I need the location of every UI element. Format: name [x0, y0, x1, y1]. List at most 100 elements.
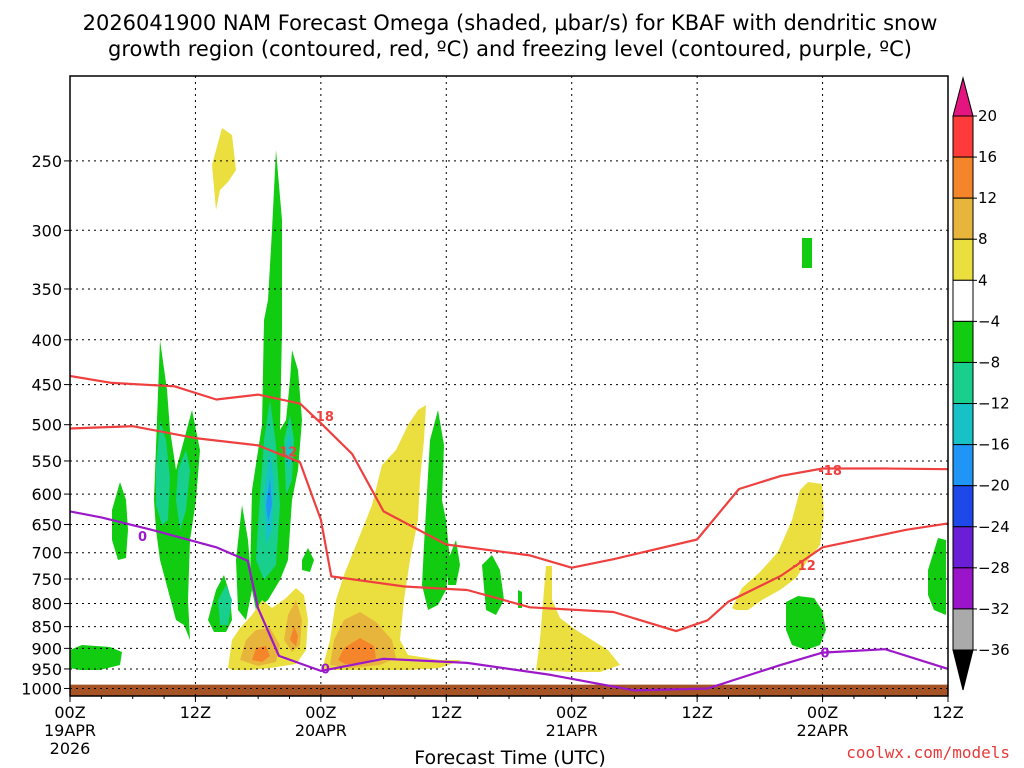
omega-region-deep-orange — [290, 626, 298, 646]
colorbar-swatch — [952, 279, 974, 322]
chart-title-line-2: growth region (contoured, red, ºC) and f… — [108, 37, 912, 61]
colorbar-swatch — [952, 320, 974, 363]
colorbar-swatch — [952, 156, 974, 199]
x-tick-label: 22APR — [797, 721, 849, 740]
y-tick-label: 600 — [31, 485, 62, 504]
y-tick-label: 300 — [31, 221, 62, 240]
omega-colorbar: 20 16 12 8 4 −4 −8 −12 −16 −20 −24 −28 −32 −36 — [952, 76, 1010, 691]
colorbar-swatch — [952, 444, 974, 487]
omega-region-green — [928, 538, 946, 615]
omega-region-green — [802, 238, 812, 268]
omega-region-green — [236, 505, 252, 620]
contour-line — [70, 510, 948, 692]
y-tick-label: 650 — [31, 516, 62, 535]
x-tick-label: 12Z — [932, 703, 963, 722]
colorbar-swatch — [952, 403, 974, 446]
colorbar-label: −20 — [978, 477, 1010, 495]
colorbar-swatch — [952, 197, 974, 240]
y-tick-label: 450 — [31, 376, 62, 395]
pressure-axis: 250 300 350 400 450 500 550 600 650 700 750 800 850 9… — [21, 152, 70, 698]
omega-region-yellow — [536, 566, 620, 672]
y-tick-label: 250 — [31, 152, 62, 171]
colorbar-swatch — [952, 485, 974, 528]
contour-label: -12 — [274, 446, 298, 461]
omega-region-orange — [284, 600, 302, 652]
y-tick-label: 800 — [31, 595, 62, 614]
y-tick-label: 350 — [31, 280, 62, 299]
y-tick-label: 550 — [31, 452, 62, 471]
x-tick-label: 12Z — [180, 703, 211, 722]
y-tick-label: 750 — [31, 570, 62, 589]
colorbar-label: −28 — [978, 559, 1010, 577]
ground-terrain — [70, 684, 948, 696]
contour-label: -18 — [310, 410, 334, 425]
contour-line — [70, 425, 948, 633]
colorbar-label: 8 — [978, 230, 988, 248]
y-tick-label: 850 — [31, 618, 62, 637]
x-tick-label: 19APR — [44, 721, 96, 740]
omega-region-deep-orange — [338, 638, 376, 664]
y-tick-label: 500 — [31, 416, 62, 435]
contour-label: -18 — [818, 464, 842, 479]
contour-label: 0 — [321, 663, 330, 678]
colorbar-label: −4 — [978, 312, 1000, 330]
omega-region-teal — [156, 420, 170, 525]
colorbar-label: −36 — [978, 641, 1010, 659]
y-tick-label: 700 — [31, 544, 62, 563]
y-tick-label: 950 — [31, 660, 62, 679]
omega-region-yellow — [732, 482, 824, 610]
colorbar-swatch — [952, 238, 974, 281]
colorbar-label: 20 — [978, 107, 997, 125]
x-tick-label: 00Z — [556, 703, 587, 722]
omega-region-green — [786, 596, 826, 650]
omega-region-green — [482, 555, 504, 615]
x-axis-title: Forecast Time (UTC) — [414, 747, 605, 768]
omega-region-green — [422, 410, 450, 610]
y-tick-label: 400 — [31, 331, 62, 350]
omega-region-green — [302, 548, 314, 572]
colorbar-swatch — [952, 608, 974, 651]
contour-label: -12 — [792, 559, 816, 574]
colorbar-over-arrow — [952, 76, 974, 117]
omega-region-deep-orange — [252, 646, 270, 662]
colorbar-label: −16 — [978, 436, 1010, 454]
x-tick-label: 20APR — [295, 721, 347, 740]
colorbar-label: −32 — [978, 600, 1010, 618]
y-tick-label: 1000 — [21, 679, 62, 698]
x-tick-label: 00Z — [305, 703, 336, 722]
colorbar-label: −12 — [978, 395, 1010, 413]
contour-line — [70, 374, 948, 569]
x-tick-label: 12Z — [681, 703, 712, 722]
x-tick-label: 21APR — [546, 721, 598, 740]
omega-region-yellow — [212, 128, 236, 210]
omega-region-teal — [218, 585, 232, 625]
colorbar-label: −24 — [978, 518, 1010, 536]
colorbar-swatch — [952, 115, 974, 158]
colorbar-under-arrow — [952, 649, 974, 691]
contour-label: 0 — [138, 530, 147, 545]
colorbar-swatch — [952, 526, 974, 569]
omega-shading — [70, 128, 946, 672]
colorbar-label: 16 — [978, 148, 997, 166]
colorbar-label: −8 — [978, 353, 1000, 371]
colorbar-label: 12 — [978, 189, 997, 207]
omega-region-teal — [176, 450, 190, 530]
contour-label: 0 — [820, 646, 829, 661]
colorbar-swatch — [952, 361, 974, 405]
x-tick-label: 12Z — [431, 703, 462, 722]
omega-region-blue — [266, 478, 272, 522]
x-tick-label: 00Z — [807, 703, 838, 722]
credit-text[interactable]: coolwx.com/models — [846, 743, 1010, 762]
x-tick-label: 00Z — [54, 703, 85, 722]
omega-region-green — [448, 540, 460, 585]
colorbar-swatch — [952, 567, 974, 610]
colorbar-label: 4 — [978, 271, 988, 289]
x-tick-label: 2026 — [50, 739, 91, 758]
temperature-contours: -18 -18 -12 -12 0 0 0 — [70, 374, 948, 692]
omega-region-green — [70, 645, 122, 670]
y-tick-label: 900 — [31, 639, 62, 658]
chart-title-line-1: 2026041900 NAM Forecast Omega (shaded, μ… — [83, 11, 938, 35]
omega-region-yellow — [322, 405, 462, 670]
